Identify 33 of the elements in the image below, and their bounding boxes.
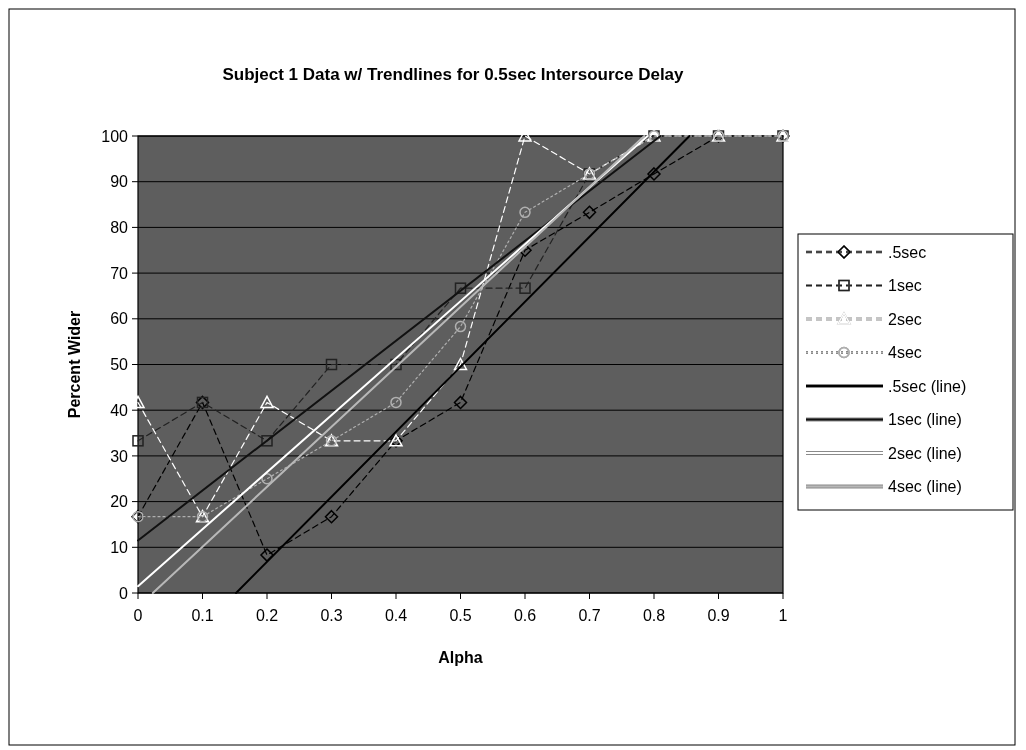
x-tick-label: 0.8 [642,607,666,624]
y-tick-label: 30 [110,447,129,465]
y-tick-label: 80 [110,219,129,236]
x-tick-label: 0.5 [449,607,472,624]
x-tick-label: 0 [133,607,143,624]
legend-label: 4sec (line) [888,478,962,496]
x-tick-label: 0.4 [384,607,408,624]
chart-title: Subject 1 Data w/ Trendlines for 0.5sec Intersource Delay [222,65,685,84]
y-tick-label: 70 [110,264,129,282]
y-tick-label: 90 [110,173,129,191]
legend-label: 2sec (line) [888,444,962,462]
x-tick-label: 0.1 [191,607,214,624]
y-tick-label: 60 [110,310,129,328]
legend-label: .5sec (line) [888,377,967,395]
legend-label: 2sec [888,310,922,328]
legend-label: 1sec (line) [888,411,962,429]
legend-label: .5sec [888,243,927,261]
x-axis-title: Alpha [438,649,483,666]
x-tick-label: 0.9 [707,607,730,624]
y-tick-label: 100 [101,127,129,145]
legend-label: 1sec [888,277,922,295]
y-tick-label: 50 [110,356,129,374]
x-tick-label: 0.2 [255,607,279,624]
y-tick-label: 40 [110,401,129,419]
y-tick-label: 0 [119,584,129,602]
x-tick-label: 0.7 [578,607,601,624]
y-tick-label: 10 [110,538,129,556]
x-tick-label: 0.6 [513,607,537,624]
y-tick-label: 20 [110,493,129,511]
x-tick-label: 0.3 [320,607,343,624]
y-axis-title: Percent Wider [66,310,83,419]
legend-label: 4sec [888,344,922,362]
x-tick-label: 1 [778,607,788,624]
